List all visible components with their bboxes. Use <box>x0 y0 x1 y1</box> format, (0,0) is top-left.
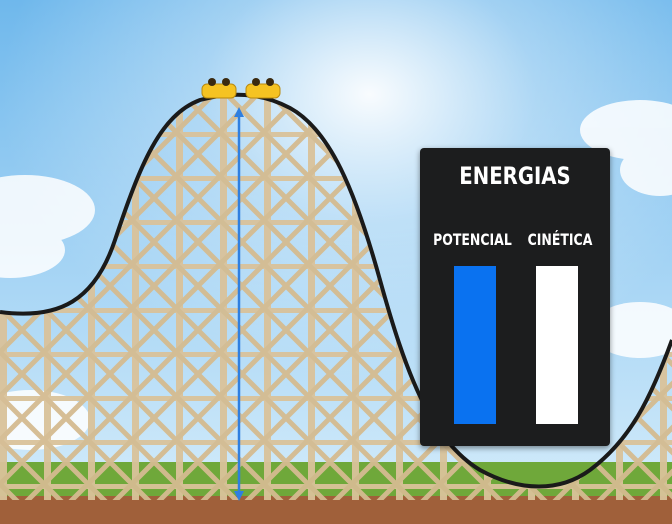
kinetic-energy-bar <box>536 266 578 424</box>
potential-energy-label: POTENCIAL <box>433 230 512 249</box>
dirt <box>0 496 672 524</box>
panel-title: ENERGIAS <box>459 162 571 190</box>
kinetic-energy-bar-fill <box>536 266 578 424</box>
potential-energy-bar <box>454 266 496 424</box>
roller-coaster-cart-icon <box>201 78 281 99</box>
kinetic-energy-label: CINÉTICA <box>527 230 593 249</box>
potential-energy-bar-fill <box>454 266 496 424</box>
energy-panel: ENERGIAS POTENCIAL CINÉTICA <box>420 148 610 446</box>
coaster-track <box>0 92 672 489</box>
